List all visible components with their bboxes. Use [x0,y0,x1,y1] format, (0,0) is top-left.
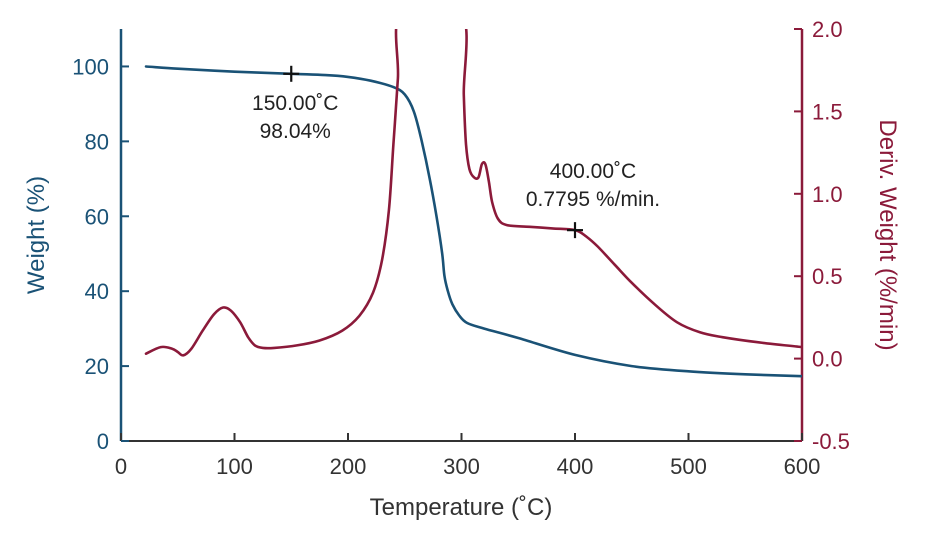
right-y-tick-label: -0.5 [812,429,850,454]
annotation-value-label: 98.04% [260,120,331,143]
annotation-value-label: 0.7795 %/min. [526,188,660,211]
x-tick-label: 300 [443,454,480,479]
weight-series-line [144,65,802,378]
left-y-axis-title: Weight (%) [23,176,50,294]
right-y-tick-label: 1.0 [812,182,843,207]
left-y-tick-label: 0 [97,429,109,454]
right-y-tick-label: 0.0 [812,347,843,372]
left-y-tick-label: 60 [85,204,109,229]
annotation-marker [567,222,583,239]
annotation-temperature-label: 400.00˚C [550,160,636,183]
right-y-axis-title: Deriv. Weight (%/min) [874,119,901,350]
left-y-tick-label: 20 [85,354,109,379]
x-tick-label: 500 [670,454,707,479]
x-tick-label: 200 [330,454,367,479]
right-y-tick-label: 0.5 [812,264,843,289]
right-y-tick-label: 2.0 [812,17,843,42]
annotation-temperature-label: 150.00˚C [252,92,338,115]
x-tick-label: 600 [784,454,821,479]
left-y-tick-label: 100 [72,54,109,79]
left-y-tick-label: 80 [85,129,109,154]
x-tick-label: 100 [216,454,253,479]
right-y-tick-label: 1.5 [812,99,843,124]
left-y-tick-label: 40 [85,279,109,304]
x-axis-title: Temperature (˚C) [370,494,553,521]
x-tick-label: 400 [557,454,594,479]
deriv-weight-series-line [144,29,802,357]
annotation-marker [283,65,300,82]
x-tick-label: 0 [115,454,127,479]
